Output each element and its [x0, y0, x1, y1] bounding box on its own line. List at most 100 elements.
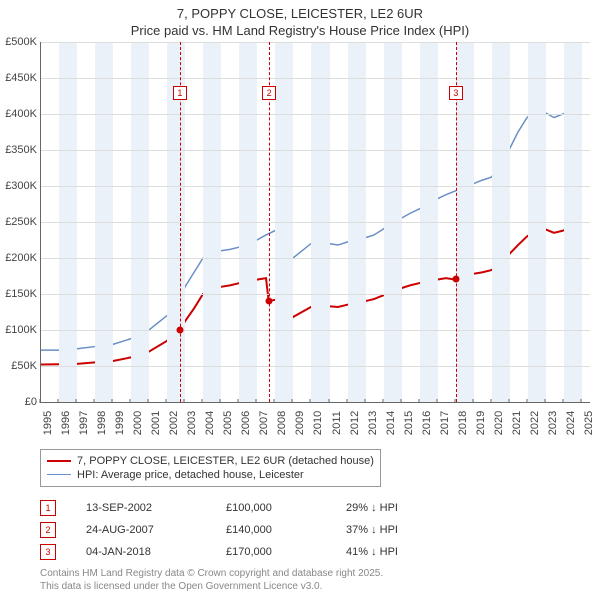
- sale-price: £140,000: [226, 524, 346, 536]
- x-tick-label: 1997: [76, 411, 90, 435]
- legend-item: 7, POPPY CLOSE, LEICESTER, LE2 6UR (deta…: [47, 454, 374, 468]
- x-tick-label: 2021: [509, 411, 523, 435]
- legend-label: 7, POPPY CLOSE, LEICESTER, LE2 6UR (deta…: [77, 455, 374, 467]
- x-tick-label: 2020: [491, 411, 505, 435]
- chart-container: 7, POPPY CLOSE, LEICESTER, LE2 6UR Price…: [0, 0, 600, 593]
- x-tick-mark: [436, 399, 437, 403]
- legend-swatch: [47, 460, 71, 462]
- x-tick-mark: [256, 399, 257, 403]
- x-tick-label: 2011: [329, 411, 343, 435]
- x-tick-mark: [76, 399, 77, 403]
- sale-row: 304-JAN-2018£170,00041% ↓ HPI: [40, 541, 590, 563]
- x-tick-label: 1995: [40, 411, 54, 435]
- sale-number: 1: [40, 500, 56, 516]
- y-tick-label: £400K: [1, 108, 37, 120]
- x-tick-label: 2023: [545, 411, 559, 435]
- x-tick-mark: [310, 399, 311, 403]
- x-tick-label: 1996: [58, 411, 72, 435]
- x-tick-mark: [364, 399, 365, 403]
- legend-label: HPI: Average price, detached house, Leic…: [77, 469, 304, 481]
- x-tick-label: 2006: [238, 411, 252, 435]
- y-tick-label: £200K: [1, 252, 37, 264]
- x-tick-label: 2003: [184, 411, 198, 435]
- y-tick-label: £150K: [1, 288, 37, 300]
- x-tick-mark: [472, 399, 473, 403]
- chart-title: 7, POPPY CLOSE, LEICESTER, LE2 6UR Price…: [0, 0, 600, 42]
- y-gridline: [41, 366, 590, 367]
- y-tick-label: £50K: [1, 360, 37, 372]
- x-tick-label: 2002: [166, 411, 180, 435]
- x-tick-mark: [382, 399, 383, 403]
- x-tick-mark: [508, 399, 509, 403]
- plot-area: £0£50K£100K£150K£200K£250K£300K£350K£400…: [40, 42, 590, 403]
- attribution-line1: Contains HM Land Registry data © Crown c…: [40, 567, 590, 580]
- x-tick-label: 2007: [256, 411, 270, 435]
- x-tick-label: 2004: [202, 411, 216, 435]
- x-tick-mark: [544, 399, 545, 403]
- event-marker: 1: [173, 86, 187, 100]
- sale-number: 2: [40, 522, 56, 538]
- x-tick-label: 2025: [581, 411, 595, 435]
- x-tick-label: 2000: [130, 411, 144, 435]
- title-line1: 7, POPPY CLOSE, LEICESTER, LE2 6UR: [0, 6, 600, 23]
- x-tick-label: 2009: [292, 411, 306, 435]
- x-tick-label: 2024: [563, 411, 577, 435]
- x-tick-mark: [238, 399, 239, 403]
- y-gridline: [41, 222, 590, 223]
- y-gridline: [41, 42, 590, 43]
- x-tick-mark: [130, 399, 131, 403]
- x-tick-label: 2014: [383, 411, 397, 435]
- y-gridline: [41, 150, 590, 151]
- x-tick-mark: [148, 399, 149, 403]
- y-tick-label: £250K: [1, 216, 37, 228]
- y-gridline: [41, 78, 590, 79]
- x-tick-mark: [40, 399, 41, 403]
- x-tick-label: 2017: [437, 411, 451, 435]
- sale-diff: 37% ↓ HPI: [346, 524, 466, 536]
- legend: 7, POPPY CLOSE, LEICESTER, LE2 6UR (deta…: [40, 449, 381, 487]
- x-tick-mark: [184, 399, 185, 403]
- x-tick-label: 2010: [310, 411, 324, 435]
- y-gridline: [41, 114, 590, 115]
- sale-price: £100,000: [226, 502, 346, 514]
- x-tick-label: 2008: [274, 411, 288, 435]
- sale-price: £170,000: [226, 546, 346, 558]
- x-tick-mark: [112, 399, 113, 403]
- y-gridline: [41, 258, 590, 259]
- x-tick-mark: [328, 399, 329, 403]
- y-gridline: [41, 294, 590, 295]
- legend-item: HPI: Average price, detached house, Leic…: [47, 468, 374, 482]
- x-tick-label: 2005: [220, 411, 234, 435]
- sale-dot: [266, 297, 273, 304]
- x-tick-mark: [562, 399, 563, 403]
- x-tick-mark: [166, 399, 167, 403]
- x-axis: 1995199619971998199920002001200220032004…: [40, 403, 590, 443]
- sale-date: 13-SEP-2002: [86, 502, 226, 514]
- sale-dot: [452, 276, 459, 283]
- attribution-line2: This data is licensed under the Open Gov…: [40, 580, 590, 593]
- event-marker: 3: [449, 86, 463, 100]
- x-tick-mark: [220, 399, 221, 403]
- sale-number: 3: [40, 544, 56, 560]
- x-tick-label: 2013: [365, 411, 379, 435]
- x-tick-label: 2019: [473, 411, 487, 435]
- sale-date: 04-JAN-2018: [86, 546, 226, 558]
- event-marker: 2: [262, 86, 276, 100]
- y-tick-label: £0: [1, 396, 37, 408]
- y-tick-label: £100K: [1, 324, 37, 336]
- x-tick-mark: [274, 399, 275, 403]
- x-tick-label: 2022: [527, 411, 541, 435]
- x-tick-label: 1999: [112, 411, 126, 435]
- sale-dot: [176, 326, 183, 333]
- y-gridline: [41, 186, 590, 187]
- x-tick-mark: [400, 399, 401, 403]
- sale-row: 2 24-AUG-2007£140,00037% ↓ HPI: [40, 519, 590, 541]
- y-tick-label: £450K: [1, 72, 37, 84]
- x-tick-mark: [490, 399, 491, 403]
- x-tick-mark: [580, 399, 581, 403]
- x-tick-mark: [58, 399, 59, 403]
- x-tick-mark: [292, 399, 293, 403]
- sale-date: 24-AUG-2007: [86, 524, 226, 536]
- sale-row: 113-SEP-2002£100,00029% ↓ HPI: [40, 497, 590, 519]
- sales-table: 113-SEP-2002£100,00029% ↓ HPI224-AUG-200…: [40, 497, 590, 563]
